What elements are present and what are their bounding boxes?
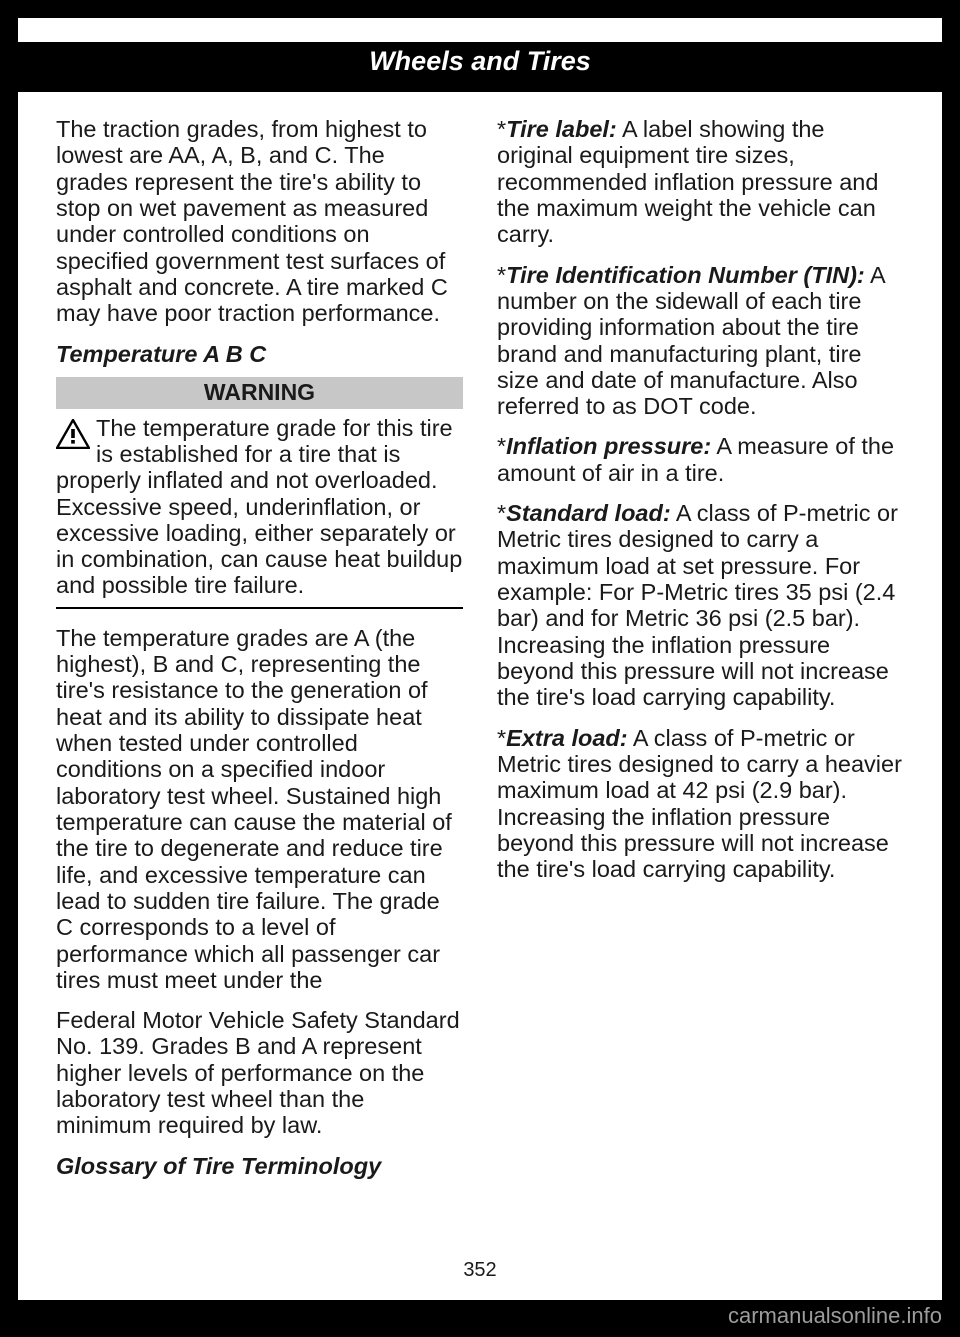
paragraph-traction: The traction grades, from highest to low… <box>56 116 463 327</box>
term-tire-label: Tire label: <box>506 116 617 142</box>
def-standard-load: A class of P-metric or Metric tires desi… <box>497 500 898 710</box>
watermark: carmanualsonline.info <box>728 1303 942 1329</box>
warning-heading: WARNING <box>56 377 463 409</box>
term-standard-load: Standard load: <box>506 500 671 526</box>
term-extra-load: Extra load: <box>506 725 627 751</box>
page-number: 352 <box>18 1259 942 1282</box>
subhead-temperature: Temperature A B C <box>56 341 463 367</box>
warning-box: The temperature grade for this tire is e… <box>56 415 463 609</box>
glossary-tire-label: *Tire label: A label showing the origina… <box>497 116 904 248</box>
glossary-standard-load: *Standard load: A class of P-metric or M… <box>497 500 904 711</box>
paragraph-temp-a: The temperature grades are A (the highes… <box>56 625 463 993</box>
manual-page: Wheels and Tires The traction grades, fr… <box>18 18 942 1300</box>
term-inflation: Inflation pressure: <box>506 433 711 459</box>
term-tin: Tire Identification Number (TIN): <box>506 262 865 288</box>
body-columns: The traction grades, from highest to low… <box>56 116 904 1240</box>
glossary-tin: *Tire Identification Number (TIN): A num… <box>497 262 904 420</box>
subhead-glossary: Glossary of Tire Terminology <box>56 1153 463 1179</box>
warning-body: The temperature grade for this tire is e… <box>56 415 462 599</box>
header-band: Wheels and Tires <box>18 42 942 92</box>
glossary-inflation: *Inflation pressure: A measure of the am… <box>497 433 904 486</box>
warning-triangle-icon <box>56 419 90 449</box>
page-title: Wheels and Tires <box>369 46 591 76</box>
glossary-extra-load: *Extra load: A class of P-metric or Metr… <box>497 725 904 883</box>
paragraph-temp-b: Federal Motor Vehicle Safety Standard No… <box>56 1007 463 1139</box>
